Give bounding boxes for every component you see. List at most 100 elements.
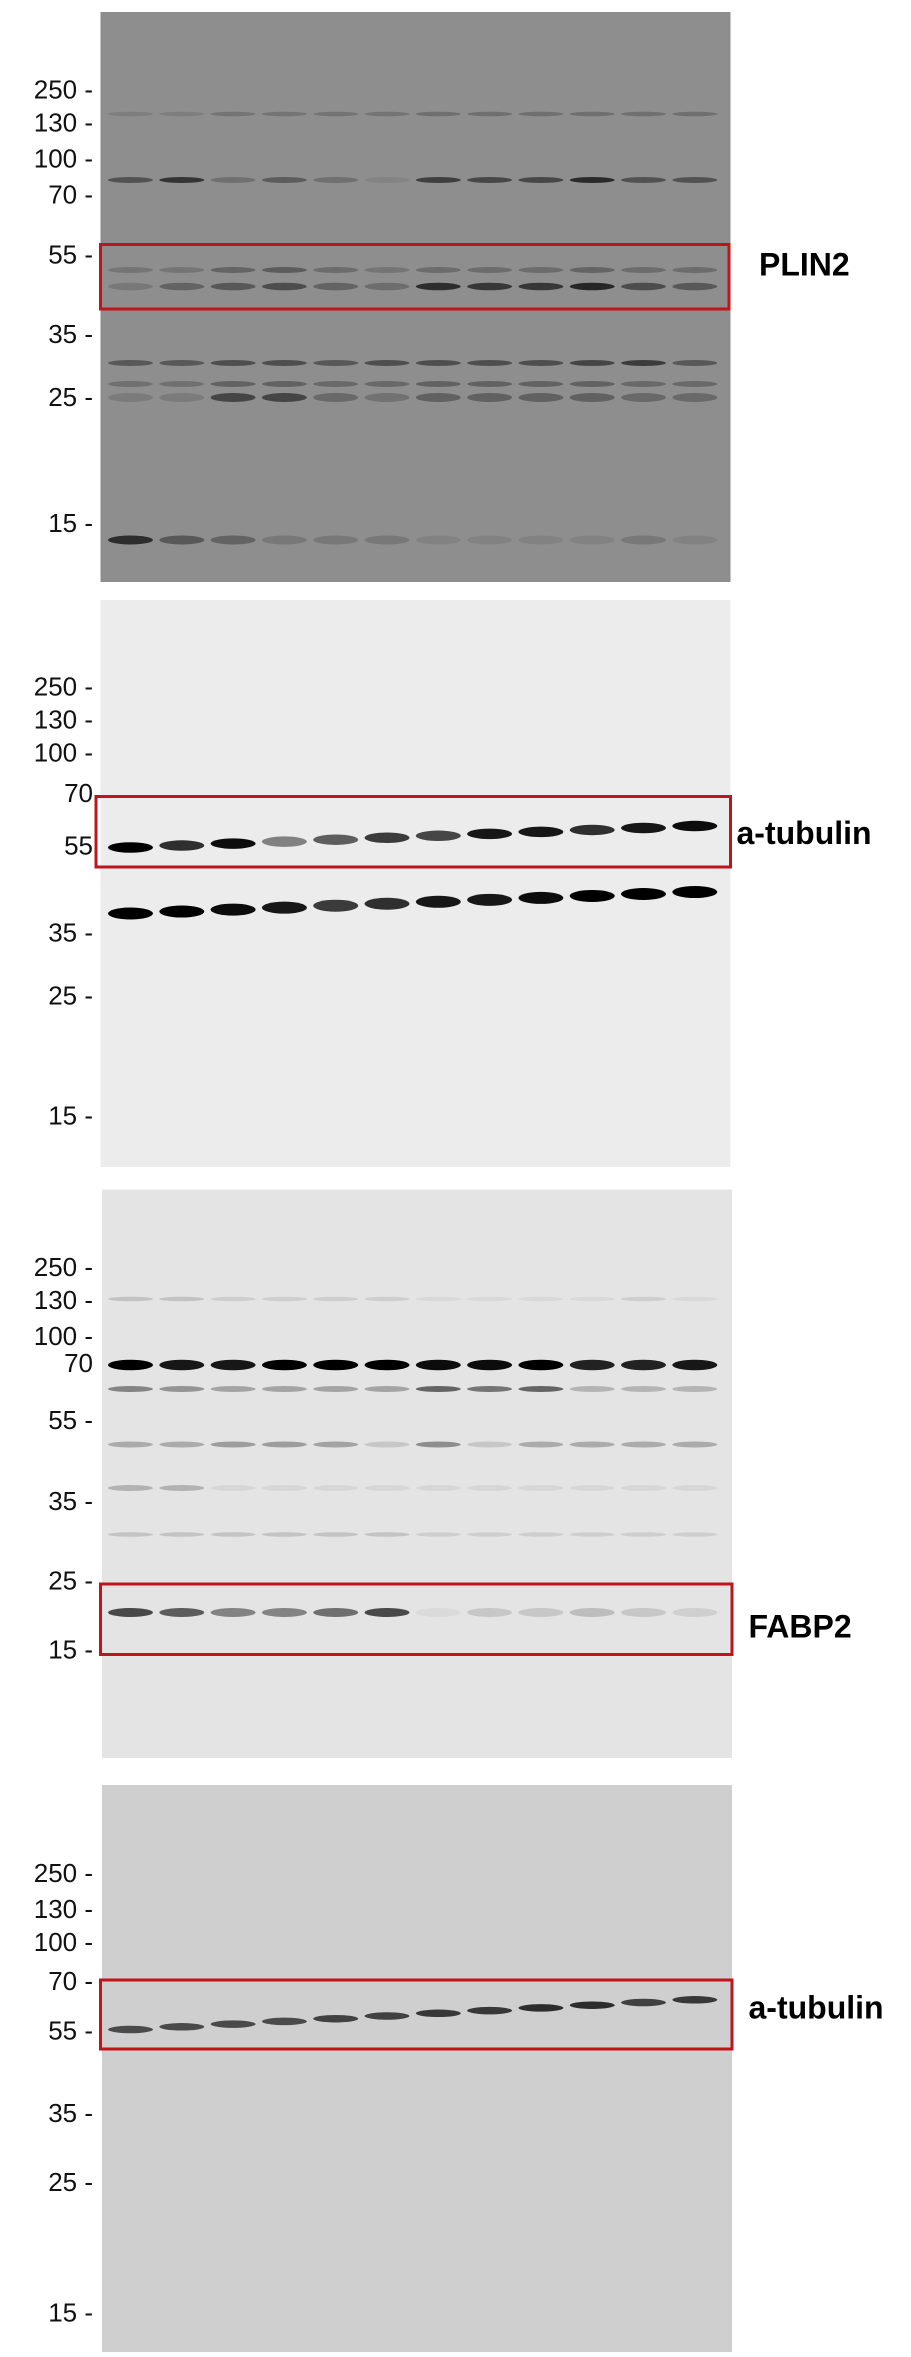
band	[313, 535, 359, 545]
highlight-box	[99, 1582, 734, 1656]
band	[108, 282, 153, 291]
band	[467, 267, 513, 273]
band	[261, 177, 307, 183]
band	[415, 895, 461, 908]
marker-label: 25 -	[48, 2167, 93, 2197]
band	[467, 1485, 513, 1491]
marker-label: 130 -	[34, 1285, 93, 1315]
band	[569, 360, 615, 366]
band	[569, 1359, 615, 1371]
band	[261, 393, 307, 402]
band	[210, 381, 256, 387]
band	[569, 1485, 615, 1491]
marker-label: 130 -	[34, 1894, 93, 1924]
band	[569, 889, 615, 902]
band	[415, 267, 461, 273]
band	[569, 111, 615, 117]
blot-panel: 250 -130 - 100 - 70 - 55 - 35 - 25 - 15 - PLIN2	[34, 12, 850, 582]
band	[621, 1441, 666, 1448]
band	[159, 1386, 205, 1392]
band	[261, 267, 307, 273]
band	[210, 1441, 256, 1448]
band	[518, 826, 564, 838]
band	[159, 2023, 205, 2031]
marker-label: 70	[64, 778, 93, 808]
marker-label: 55 -	[48, 2015, 93, 2045]
band	[108, 1532, 153, 1537]
marker-label: 250 -	[34, 671, 93, 701]
band	[467, 2006, 513, 2015]
band	[569, 177, 615, 183]
highlight-box	[94, 795, 732, 869]
band	[518, 1485, 564, 1491]
band	[364, 1532, 410, 1537]
band	[210, 535, 256, 545]
band	[364, 1359, 410, 1371]
protein-label: a-tubulin	[737, 815, 872, 851]
band	[261, 1608, 307, 1617]
band	[518, 1386, 564, 1392]
band	[518, 177, 564, 183]
band	[569, 824, 615, 836]
band	[415, 177, 461, 183]
band	[108, 907, 153, 920]
band	[518, 1532, 564, 1537]
band	[108, 535, 153, 545]
marker-label: 250 -	[34, 1858, 93, 1888]
marker-label: 250 -	[34, 74, 93, 104]
band	[621, 393, 666, 402]
band	[415, 1359, 461, 1371]
band	[415, 1386, 461, 1392]
band	[210, 903, 256, 916]
blot-image	[100, 12, 731, 582]
blot-image	[102, 1785, 732, 2352]
band	[364, 177, 410, 183]
band	[672, 886, 718, 899]
blot-panel: 250 -130 -100 - 70 55 35 - 25 - 15 - a-tubulin	[34, 600, 872, 1167]
band	[672, 1485, 718, 1491]
band	[108, 360, 153, 366]
marker-label: 70 -	[48, 179, 93, 209]
band	[621, 267, 666, 273]
band	[261, 1532, 307, 1537]
marker-label: 100 -	[34, 1321, 93, 1351]
marker-label: 15 -	[48, 1100, 93, 1130]
band	[621, 822, 666, 834]
band	[210, 2020, 256, 2028]
band	[467, 177, 513, 183]
blot-panel: 250 - 130 -100 - 70 - 55 - 35 - 25 - 15 - a-tub…	[34, 1785, 884, 2352]
band	[467, 111, 513, 117]
marker-label: 35 -	[48, 917, 93, 947]
band	[621, 1386, 666, 1392]
band	[518, 393, 564, 402]
marker-label: 15 -	[48, 2297, 93, 2327]
band	[415, 1532, 461, 1537]
marker-label: 25 -	[48, 382, 93, 412]
band	[313, 834, 359, 845]
band	[313, 2014, 359, 2023]
band	[261, 1359, 307, 1371]
band	[159, 1532, 205, 1537]
band	[672, 267, 718, 273]
band	[415, 111, 461, 117]
band	[108, 381, 153, 387]
band	[159, 381, 205, 387]
band	[159, 1608, 205, 1617]
band	[569, 393, 615, 402]
band	[364, 393, 410, 402]
band	[313, 177, 359, 183]
band	[672, 1386, 718, 1392]
band	[467, 1386, 513, 1392]
band	[364, 360, 410, 366]
band	[467, 828, 513, 840]
band	[364, 832, 410, 843]
band	[108, 111, 153, 117]
band	[569, 282, 615, 291]
band	[518, 381, 564, 387]
band	[518, 360, 564, 366]
band	[518, 1608, 564, 1617]
marker-label: 130 -	[34, 704, 93, 734]
band	[108, 1359, 153, 1371]
band	[569, 2001, 615, 2009]
band	[364, 267, 410, 273]
